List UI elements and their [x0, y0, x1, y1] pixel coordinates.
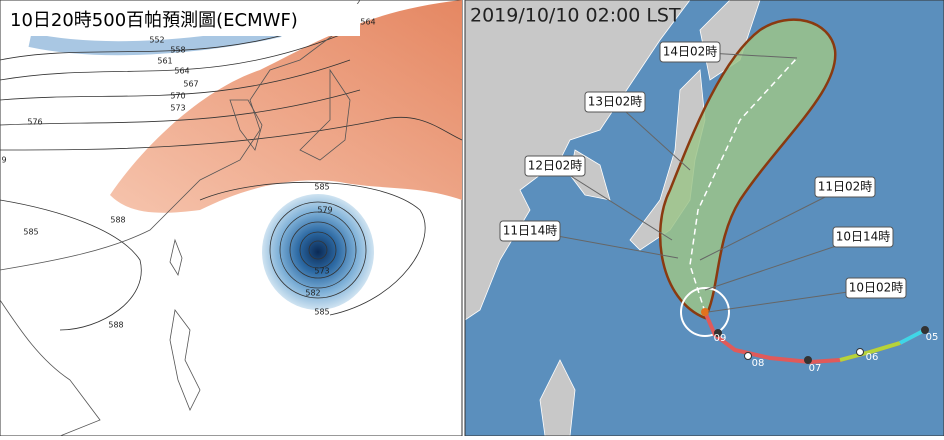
contour-label: 558 — [170, 46, 185, 55]
cool-area — [28, 23, 282, 56]
forecast-track — [689, 57, 798, 313]
left-title: 10日20時500百帕預測圖(ECMWF) — [10, 10, 298, 31]
callout-line — [699, 186, 846, 261]
forecast-label: 10日14時 — [836, 230, 891, 244]
timestamp: 2019/10/10 02:00 LST — [470, 5, 681, 27]
forecast-cone — [658, 18, 837, 320]
forecast-label: 10日02時 — [849, 281, 904, 295]
cyclone — [262, 194, 374, 310]
storm-circle — [680, 287, 730, 337]
right-panel: 2019/10/10 02:00 LST — [464, 0, 944, 437]
track-label: 05 — [926, 332, 939, 343]
contour-label: 585 — [314, 183, 329, 192]
contour-label: 585 — [23, 228, 38, 237]
track-point — [921, 326, 929, 334]
track-label: 09 — [714, 333, 727, 344]
track-label: 07 — [809, 363, 822, 374]
callout-box — [845, 277, 907, 299]
callout-box — [584, 91, 646, 113]
left-panel: 10日20時500百帕預測圖(ECMWF) — [0, 0, 463, 437]
contour-label: 564 — [174, 67, 189, 76]
contour-label: 582 — [305, 289, 320, 298]
forecast-label: 14日02時 — [663, 45, 718, 59]
contour-label: 576 — [27, 118, 42, 127]
contour-label: 588 — [108, 321, 123, 330]
contour-label: 585 — [314, 308, 329, 317]
forecast-label: 11日14時 — [503, 224, 558, 238]
track-point — [804, 356, 812, 364]
coastlines — [0, 0, 361, 437]
track-label: 06 — [866, 352, 879, 363]
contour-label: 552 — [149, 36, 164, 45]
callout-line — [554, 165, 673, 241]
current-position — [701, 308, 709, 316]
title-box — [4, 4, 360, 36]
contour-label: 573 — [314, 267, 329, 276]
track-point — [744, 352, 752, 360]
contour-label: 561 — [157, 57, 172, 66]
contour-label: 579 — [317, 206, 332, 215]
contour-label: 567 — [183, 80, 198, 89]
past-track-segment — [839, 341, 901, 362]
callout-box — [499, 220, 561, 242]
callout-box — [814, 176, 876, 198]
track-point — [856, 348, 864, 356]
contour-label: 573 — [170, 104, 185, 113]
forecast-label: 11日02時 — [818, 180, 873, 194]
forecast-label: 13日02時 — [588, 95, 643, 109]
callout-box — [659, 41, 721, 63]
callout-box — [832, 226, 894, 248]
callout-box — [524, 155, 586, 177]
track-label: 08 — [752, 358, 765, 369]
contour-label: 570 — [170, 92, 185, 101]
contour-label: 588 — [110, 216, 125, 225]
past-track-segment — [899, 328, 926, 345]
contour-label: 564 — [360, 18, 375, 27]
forecast-label: 12日02時 — [528, 159, 583, 173]
callout-line — [614, 101, 691, 171]
contour-label: 9 — [1, 156, 6, 165]
warm-area — [110, 0, 462, 213]
track-point — [714, 329, 722, 337]
